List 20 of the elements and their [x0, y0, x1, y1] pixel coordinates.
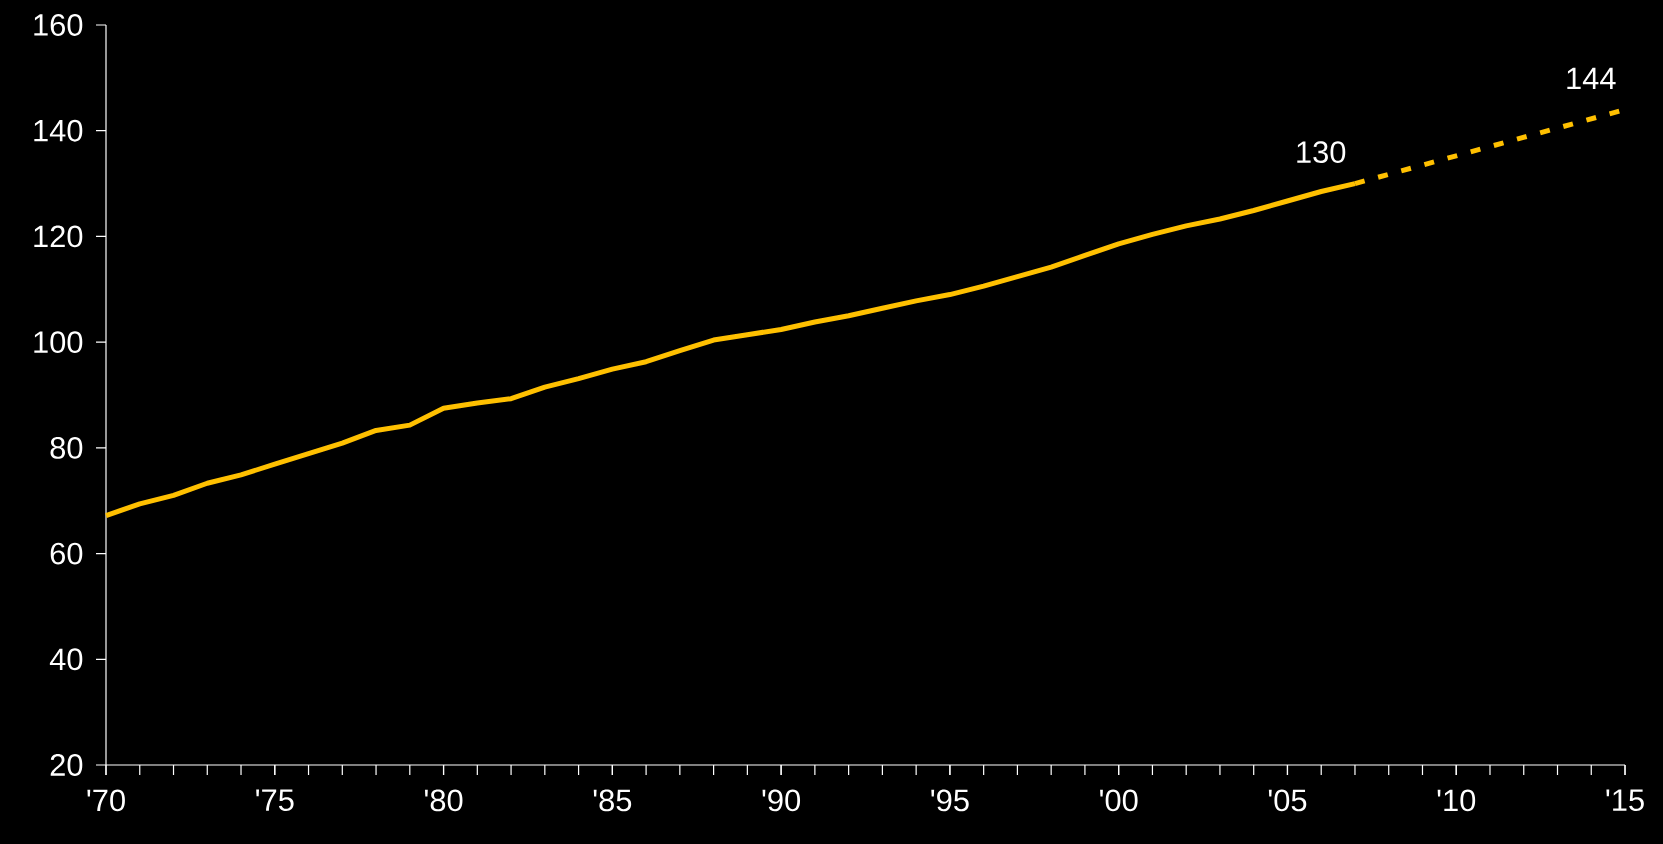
- y-tick-label: 60: [50, 542, 83, 565]
- x-tick-label: '90: [762, 789, 801, 812]
- y-tick-label: 140: [34, 119, 83, 142]
- y-tick-label: 100: [34, 331, 83, 354]
- x-tick-label: '70: [87, 789, 125, 812]
- x-tick-label: '05: [1268, 789, 1307, 812]
- x-tick-label: '85: [593, 789, 632, 812]
- y-tick-label: 80: [50, 436, 83, 459]
- x-tick-label: '10: [1437, 789, 1476, 812]
- x-tick-label: '95: [931, 789, 969, 812]
- y-tick-label: 40: [49, 648, 83, 671]
- annotation: 130: [1297, 141, 1346, 164]
- y-tick-label: 20: [50, 754, 83, 776]
- x-tick-label: '75: [256, 789, 294, 812]
- annotation: 144: [1567, 67, 1616, 90]
- y-tick-label: 160: [34, 14, 83, 36]
- x-tick-label: '00: [1100, 789, 1138, 812]
- x-tick-label: '15: [1606, 789, 1644, 812]
- y-tick-label: 120: [34, 225, 83, 248]
- x-tick-label: '80: [425, 789, 463, 812]
